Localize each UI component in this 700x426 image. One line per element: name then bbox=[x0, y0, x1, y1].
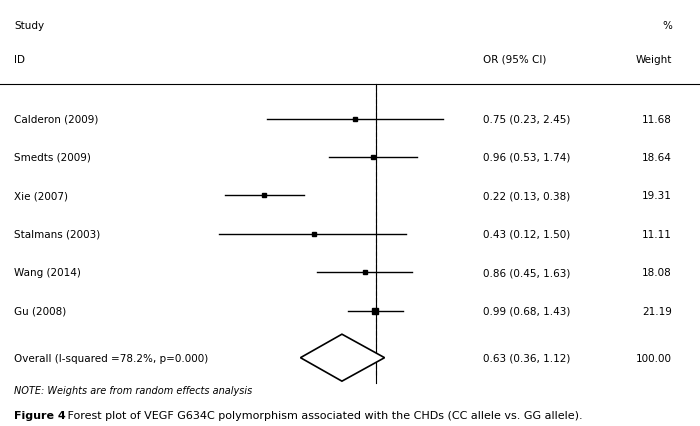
Text: Gu (2008): Gu (2008) bbox=[14, 306, 66, 316]
Text: %: % bbox=[662, 20, 672, 31]
Text: OR (95% CI): OR (95% CI) bbox=[483, 55, 547, 65]
Text: 19.31: 19.31 bbox=[642, 191, 672, 201]
Text: 0.86 (0.45, 1.63): 0.86 (0.45, 1.63) bbox=[483, 268, 570, 278]
Text: Calderon (2009): Calderon (2009) bbox=[14, 114, 99, 124]
Text: Overall (I-squared =78.2%, p=0.000): Overall (I-squared =78.2%, p=0.000) bbox=[14, 353, 209, 363]
Text: 0.75 (0.23, 2.45): 0.75 (0.23, 2.45) bbox=[483, 114, 570, 124]
Text: NOTE: Weights are from random effects analysis: NOTE: Weights are from random effects an… bbox=[14, 385, 252, 395]
Text: 0.22 (0.13, 0.38): 0.22 (0.13, 0.38) bbox=[483, 191, 570, 201]
Text: Figure 4: Figure 4 bbox=[14, 410, 66, 420]
Text: Forest plot of VEGF G634C polymorphism associated with the CHDs (CC allele vs. G: Forest plot of VEGF G634C polymorphism a… bbox=[64, 410, 583, 420]
Text: 0.99 (0.68, 1.43): 0.99 (0.68, 1.43) bbox=[483, 306, 570, 316]
Text: 0.63 (0.36, 1.12): 0.63 (0.36, 1.12) bbox=[483, 353, 570, 363]
Text: 21.19: 21.19 bbox=[642, 306, 672, 316]
Text: 18.64: 18.64 bbox=[642, 153, 672, 163]
Text: 100.00: 100.00 bbox=[636, 353, 672, 363]
Text: 11.11: 11.11 bbox=[642, 229, 672, 239]
Text: 0.96 (0.53, 1.74): 0.96 (0.53, 1.74) bbox=[483, 153, 570, 163]
Text: 0.43 (0.12, 1.50): 0.43 (0.12, 1.50) bbox=[483, 229, 570, 239]
Text: 11.68: 11.68 bbox=[642, 114, 672, 124]
Polygon shape bbox=[300, 334, 384, 381]
Text: Xie (2007): Xie (2007) bbox=[14, 191, 68, 201]
Text: Study: Study bbox=[14, 20, 44, 31]
Text: Wang (2014): Wang (2014) bbox=[14, 268, 81, 278]
Text: ID: ID bbox=[14, 55, 25, 65]
Text: Stalmans (2003): Stalmans (2003) bbox=[14, 229, 100, 239]
Text: Smedts (2009): Smedts (2009) bbox=[14, 153, 91, 163]
Text: Weight: Weight bbox=[636, 55, 672, 65]
Text: 18.08: 18.08 bbox=[643, 268, 672, 278]
